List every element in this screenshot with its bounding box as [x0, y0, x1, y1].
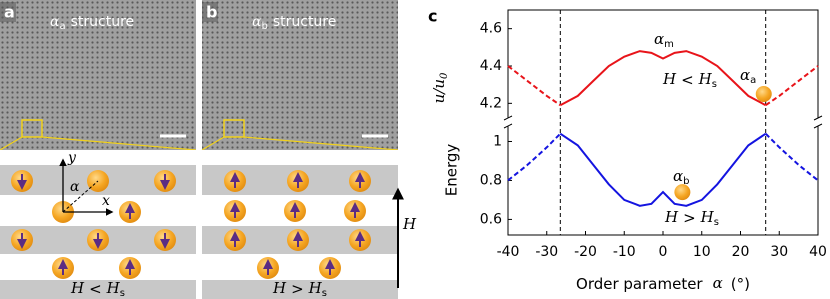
symbol: u/u	[430, 79, 448, 103]
y-tick-label: 0.6	[480, 211, 502, 227]
subscript: s	[322, 288, 327, 299]
lhs: H	[664, 208, 679, 226]
symbol: α	[673, 167, 683, 185]
x-tick-label: -30	[535, 244, 558, 260]
panel-label: c	[428, 7, 437, 26]
micrograph-shade	[0, 0, 196, 150]
x-tick-label: 20	[732, 244, 750, 260]
particle	[674, 184, 691, 201]
series-line	[507, 132, 562, 182]
subscript: a	[59, 21, 65, 32]
text: structure	[273, 14, 337, 30]
symbol: α	[252, 14, 262, 30]
panel-label: b	[206, 3, 217, 22]
y-axis-symbol: u/u0	[430, 72, 450, 103]
relation: H > Hs	[664, 208, 719, 228]
math-label: αb structure	[252, 14, 336, 32]
stripe	[202, 280, 398, 299]
rhs: H	[308, 279, 323, 297]
subscript: s	[120, 288, 125, 299]
symbol: α	[654, 30, 664, 48]
label-bg	[0, 2, 16, 22]
math-label: αm	[654, 30, 674, 50]
symbol: α	[713, 274, 723, 292]
micrograph-shade	[202, 0, 398, 150]
x-tick-label: 40	[809, 244, 827, 260]
text: Order parameter	[576, 275, 703, 293]
unit: (°)	[731, 275, 750, 293]
rhs: H	[106, 279, 121, 297]
series-line	[559, 132, 767, 207]
lhs: H	[70, 279, 85, 297]
x-tick-label: -40	[497, 244, 520, 260]
axis-x-label: x	[102, 193, 110, 209]
math-label: αb	[673, 167, 690, 187]
x-tick-label: -20	[574, 244, 597, 260]
symbol: α	[740, 66, 750, 84]
y-axis-label: Energy	[443, 144, 461, 197]
field-label: H	[402, 215, 417, 233]
math-label: αa	[740, 66, 756, 86]
particle	[755, 86, 772, 102]
y-tick-label: 4.4	[480, 58, 502, 74]
subscript: s	[712, 79, 717, 90]
micrograph	[202, 0, 398, 150]
angle-line	[62, 180, 99, 213]
zoom-lines	[201, 136, 399, 151]
series-line	[507, 65, 561, 107]
stripe	[0, 280, 196, 299]
relation: H > Hs	[272, 279, 327, 299]
label-bg	[202, 2, 218, 22]
relation: H < Hs	[662, 70, 717, 90]
y-tick-label: 1	[493, 133, 502, 149]
relation: H < Hs	[70, 279, 125, 299]
symbol: α	[50, 14, 60, 30]
text: structure	[71, 14, 135, 30]
operator: >	[291, 280, 304, 298]
zoom-lines	[0, 136, 197, 151]
zoom-box	[21, 119, 43, 138]
series-line	[765, 65, 819, 107]
y-tick-label: 4.6	[480, 21, 502, 37]
operator: <	[89, 280, 102, 298]
zoom-box	[223, 119, 245, 138]
micrograph	[0, 0, 196, 150]
series-line	[559, 50, 767, 107]
subscript: a	[750, 75, 756, 86]
operator: <	[681, 71, 694, 89]
panel-label: a	[4, 3, 15, 22]
y-tick-label: 0.8	[480, 172, 502, 188]
axis-y-label: y	[67, 150, 77, 166]
angle-label: α	[70, 179, 80, 195]
subscript: s	[714, 217, 719, 228]
x-axis-label: Order parameter α (°)	[576, 274, 750, 293]
subscript: b	[683, 176, 689, 187]
subscript: 0	[439, 72, 450, 79]
subscript: m	[664, 39, 674, 50]
y-tick-label: 4.2	[480, 95, 502, 111]
series-line	[764, 132, 819, 182]
lhs: H	[272, 279, 287, 297]
operator: >	[683, 209, 696, 227]
x-tick-label: 0	[659, 244, 668, 260]
subscript: b	[261, 21, 267, 32]
x-tick-label: 30	[770, 244, 788, 260]
rhs: H	[698, 70, 713, 88]
x-tick-label: 10	[693, 244, 711, 260]
math-label: αa structure	[50, 14, 134, 32]
x-tick-label: -10	[613, 244, 636, 260]
chart: c -40 -30 -20 -10 0 10 20 30 40 4.2 4.4 4.6 0.6 0.8 1 Or…	[428, 7, 827, 293]
lhs: H	[662, 70, 677, 88]
axis-break	[503, 115, 823, 129]
rhs: H	[700, 208, 715, 226]
